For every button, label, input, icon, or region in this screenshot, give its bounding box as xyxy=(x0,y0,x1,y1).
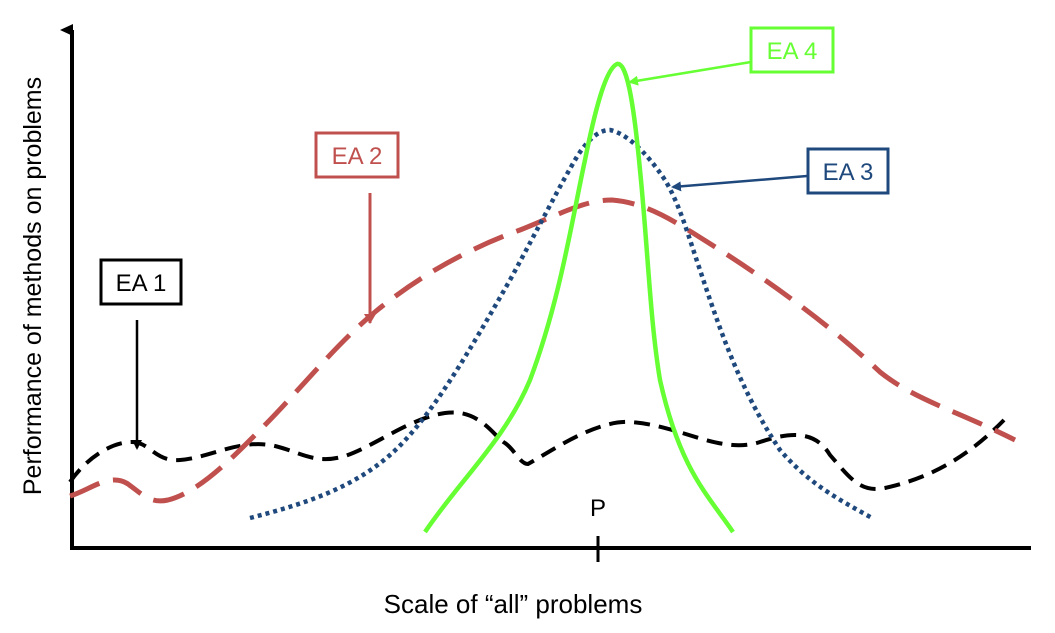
y-axis-label: Performance of methods on problems xyxy=(19,77,47,495)
ea3-arrow xyxy=(671,174,808,192)
x-axis-label: Scale of “all” problems xyxy=(384,589,643,619)
p-tick-label: P xyxy=(590,495,606,522)
ea4-curve xyxy=(423,61,735,534)
ea1-label-box: EA 1 xyxy=(99,258,183,306)
ea2-curve xyxy=(69,197,1017,504)
ea2-label-box: EA 2 xyxy=(314,131,400,179)
ea2-label: EA 2 xyxy=(332,143,383,170)
ea3-label: EA 3 xyxy=(823,159,874,186)
ea4-label-box: EA 4 xyxy=(749,26,835,74)
ea3-curve xyxy=(249,127,874,521)
ea3-label-box: EA 3 xyxy=(806,147,890,195)
ea4-arrow xyxy=(628,60,752,86)
ea1-label: EA 1 xyxy=(116,270,167,297)
ea1-curve xyxy=(68,410,1006,491)
ea4-label: EA 4 xyxy=(767,38,818,65)
